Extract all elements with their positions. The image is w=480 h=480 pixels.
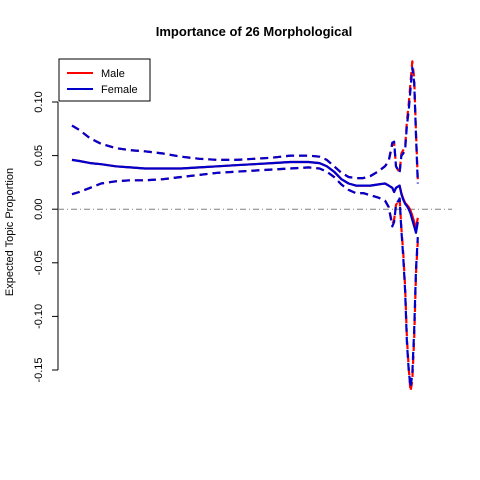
y-tick-label: 0.10 [33,91,45,112]
y-tick-label: -0.15 [33,357,45,382]
y-tick-label: -0.10 [33,304,45,329]
legend: Male Female [58,58,151,102]
series-male-lower-line [71,166,419,393]
series-female-upper-line [71,66,419,184]
y-axis-label: Expected Topic Proportion [4,168,16,296]
legend-box [58,58,151,102]
legend-label-male: Male [101,68,125,80]
series-female-lower-line [71,166,419,389]
y-tick-label: -0.05 [33,250,45,275]
y-tick-label: 0.05 [33,145,45,166]
legend-label-female: Female [101,84,138,96]
y-tick-label: 0.00 [33,198,45,219]
y-axis: 0.10 0.05 0.00 -0.05 -0.10 -0.15 [33,91,59,383]
series-layer [71,60,419,393]
series-female-line [71,158,419,234]
chart-title: Importance of 26 Morphological [156,24,352,39]
